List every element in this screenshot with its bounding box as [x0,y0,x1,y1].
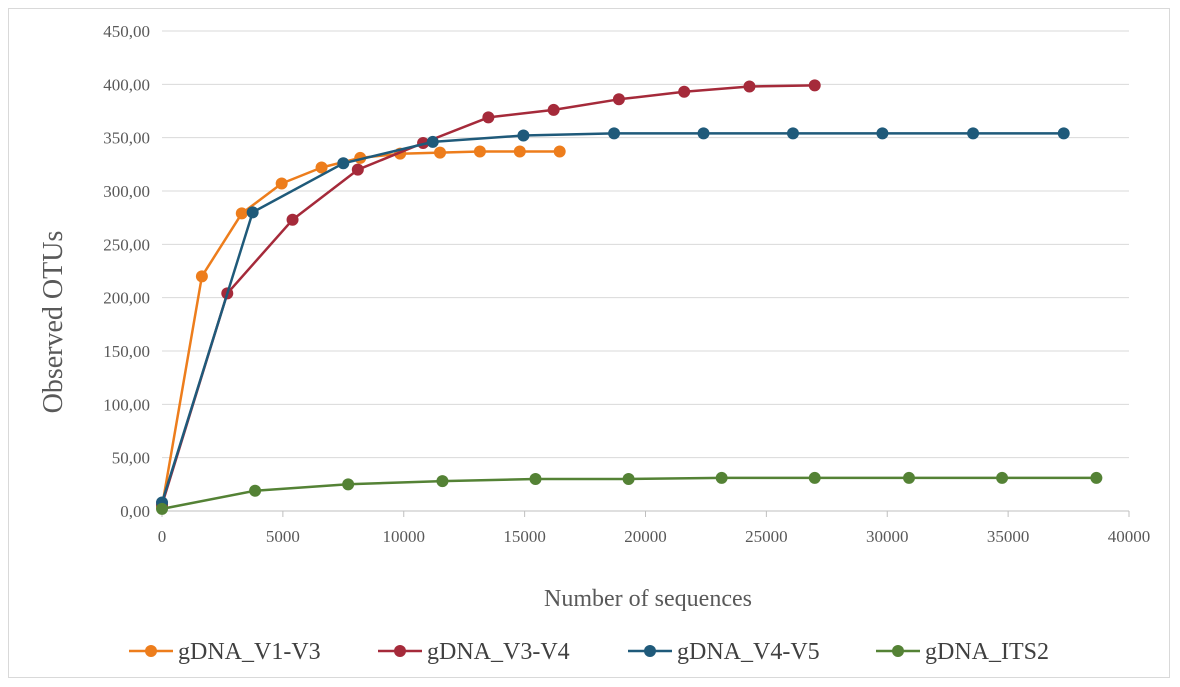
data-point [517,129,530,142]
data-point [315,161,328,174]
data-point [434,146,447,159]
series-line [160,84,815,505]
y-tick-label: 150,00 [103,342,150,361]
data-point [337,157,350,170]
data-point [553,145,566,158]
y-tick-label: 450,00 [103,22,150,41]
data-point [608,127,621,140]
legend-marker [145,645,157,657]
data-point [351,163,364,176]
x-tick-label: 15000 [503,527,546,546]
data-point [426,135,439,148]
legend-label: gDNA_V1-V3 [178,639,321,665]
y-tick-label: 100,00 [103,395,150,414]
data-point [903,471,916,484]
data-point [1057,127,1070,140]
legend-label: gDNA_V3-V4 [427,639,570,665]
chart-frame [8,8,1170,678]
x-tick-label: 30000 [866,527,909,546]
legend-marker [394,645,406,657]
data-point [482,111,495,124]
y-tick-label: 50,00 [112,449,150,468]
data-point [342,478,355,491]
legend-item: gDNA_ITS2 [876,639,1049,665]
data-point [967,127,980,140]
data-point [529,473,542,485]
data-point [513,145,526,158]
series-gDNA_ITS2 [156,471,1103,515]
y-tick-label: 400,00 [103,75,150,94]
data-point [195,270,208,283]
gridlines [162,30,1129,459]
x-tick-label: 0 [158,527,167,546]
data-point [249,484,262,497]
series-layer [156,79,1103,515]
legend-label: gDNA_V4-V5 [677,639,820,665]
legend-item: gDNA_V1-V3 [129,639,321,665]
data-point [235,207,248,220]
data-point [473,145,486,158]
data-point [876,127,889,140]
data-point [612,93,625,106]
data-point [246,206,259,219]
x-tick-label: 5000 [266,527,300,546]
legend: gDNA_V1-V3 gDNA_V3-V4 gDNA_V4-V5 gDNA_ITS2 [129,639,1049,665]
x-tick-label: 25000 [745,527,788,546]
y-tick-label: 300,00 [103,182,150,201]
legend-marker [644,645,656,657]
y-tick-label: 350,00 [103,129,150,148]
data-point [436,475,449,488]
data-point [622,473,635,485]
y-axis-title: Observed OTUs [38,231,69,414]
axes: 0,00 50,00 100,00 150,00 200,00 250,00 300,00 3… [103,22,1150,546]
legend-item: gDNA_V3-V4 [378,639,570,665]
data-point [275,177,288,190]
data-point [808,79,821,92]
y-tick-label: 0,00 [120,502,150,521]
series-line [160,150,560,507]
x-tick-label: 10000 [383,527,426,546]
data-point [715,471,728,484]
data-point [678,85,691,98]
data-point [286,213,299,226]
y-tick-label: 250,00 [103,235,150,254]
series-gDNA_V3-V4 [156,79,821,511]
data-point [808,471,821,484]
data-point [697,127,710,140]
x-tick-label: 20000 [624,527,667,546]
x-tick-label: 35000 [987,527,1030,546]
legend-item: gDNA_V4-V5 [628,639,820,665]
y-tick-label: 200,00 [103,289,150,308]
x-axis-title: Number of sequences [544,586,752,612]
legend-marker [892,645,904,657]
legend-label: gDNA_ITS2 [925,639,1049,665]
data-point [156,502,169,515]
series-gDNA_V4-V5 [156,127,1070,509]
data-point [1090,471,1103,484]
data-point [996,471,1009,484]
data-point [786,127,799,140]
x-tick-label: 40000 [1108,527,1151,546]
data-point [743,80,756,93]
series-line [160,132,1064,503]
data-point [547,103,560,116]
